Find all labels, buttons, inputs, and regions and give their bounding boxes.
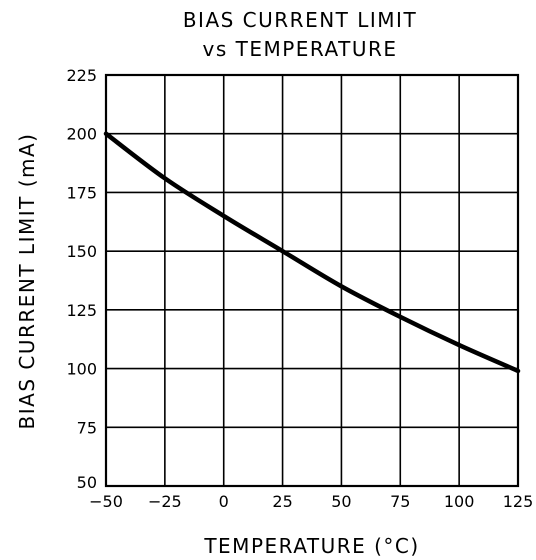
x-tick-label: −25 xyxy=(148,492,182,511)
series-layer xyxy=(103,131,521,374)
y-tick-label: 100 xyxy=(66,360,97,379)
x-tick-label: 50 xyxy=(331,492,351,511)
chart-title-line-2: vs TEMPERATURE xyxy=(202,37,397,61)
plot-frame xyxy=(104,73,520,488)
grid-lines xyxy=(106,75,518,486)
x-tick-label: 125 xyxy=(503,492,534,511)
y-tick-label: 125 xyxy=(66,301,97,320)
y-tick-labels: 50 75 100 125 150 175 200 225 xyxy=(66,66,97,492)
y-tick-label: 175 xyxy=(66,183,97,202)
x-tick-label: 75 xyxy=(390,492,410,511)
chart-title-line-1: BIAS CURRENT LIMIT xyxy=(183,8,417,32)
series-line xyxy=(103,131,521,374)
x-tick-label: 25 xyxy=(272,492,292,511)
x-tick-label: 100 xyxy=(444,492,475,511)
x-tick-label: −50 xyxy=(89,492,123,511)
y-tick-label: 150 xyxy=(66,242,97,261)
y-tick-label: 225 xyxy=(66,66,97,85)
y-axis-label: BIAS CURRENT LIMIT (mA) xyxy=(15,133,39,430)
x-tick-labels: −50 −25 0 25 50 75 100 125 xyxy=(89,492,533,511)
y-tick-label: 200 xyxy=(66,125,97,144)
x-axis-label: TEMPERATURE (°C) xyxy=(203,534,419,558)
y-tick-label: 75 xyxy=(77,418,97,437)
x-tick-label: 0 xyxy=(219,492,229,511)
y-tick-label: 50 xyxy=(77,473,97,492)
